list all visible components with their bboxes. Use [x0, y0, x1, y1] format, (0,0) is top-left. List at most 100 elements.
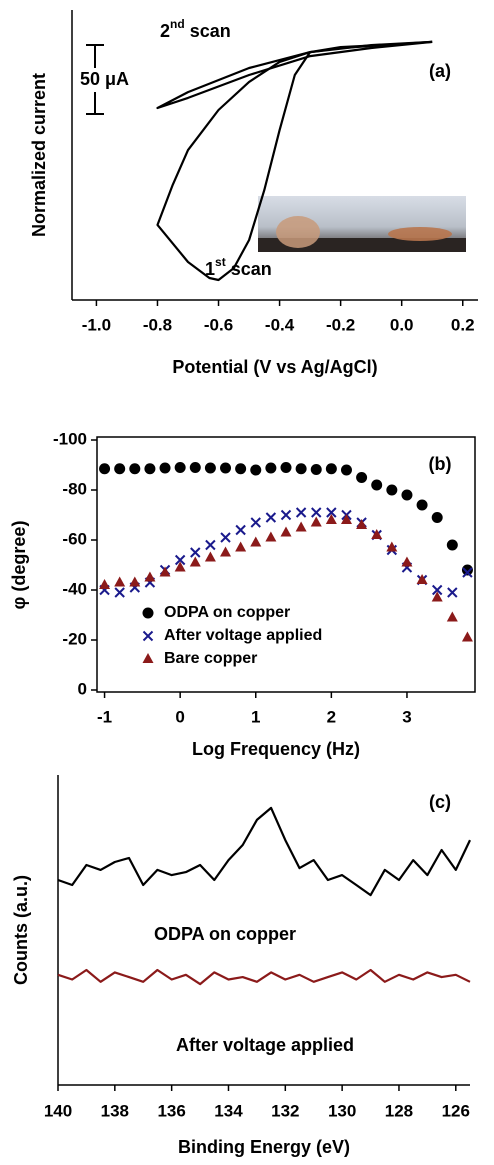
x-tick-label: 126 — [442, 1101, 470, 1120]
x-tick-label: 0.2 — [451, 315, 475, 334]
y-tick-label: -100 — [53, 429, 87, 448]
marker — [431, 591, 443, 602]
marker — [204, 462, 216, 474]
series-label-part: 2 — [160, 21, 170, 41]
marker — [310, 516, 322, 527]
marker — [144, 463, 156, 475]
marker — [325, 514, 337, 524]
legend-marker — [142, 607, 154, 619]
marker — [220, 462, 232, 474]
x-axis-label: Log Frequency (Hz) — [192, 739, 360, 759]
photo-copper — [388, 227, 452, 241]
x-tick-label: 132 — [271, 1101, 299, 1120]
marker — [174, 462, 186, 473]
marker — [190, 547, 201, 558]
y-tick-label: -20 — [62, 629, 87, 648]
series-label: 2nd scan — [160, 17, 231, 41]
marker — [205, 539, 216, 551]
marker — [326, 507, 337, 518]
x-tick-label: 130 — [328, 1101, 356, 1120]
marker — [99, 463, 111, 475]
x-tick-label: 138 — [101, 1101, 129, 1120]
legend-marker — [142, 630, 154, 642]
marker — [129, 576, 141, 587]
marker — [416, 499, 428, 511]
marker — [280, 509, 292, 521]
scale-bar — [86, 44, 104, 115]
marker — [295, 507, 307, 518]
series-label-part: scan — [185, 21, 231, 41]
marker — [386, 484, 398, 496]
x-tick-label: -0.8 — [143, 315, 172, 334]
x-tick-label: 0 — [175, 707, 184, 726]
marker — [401, 489, 413, 501]
marker — [99, 579, 111, 589]
series-line — [57, 968, 471, 986]
series-label: After voltage applied — [176, 1035, 354, 1055]
marker — [446, 611, 458, 622]
x-tick-label: 128 — [385, 1101, 413, 1120]
series-label: ODPA on copper — [154, 924, 296, 944]
marker — [447, 587, 458, 598]
marker — [220, 532, 231, 543]
x-tick-label: 0.0 — [390, 315, 414, 334]
legend-marker — [142, 653, 154, 663]
marker — [114, 587, 125, 598]
photo-droplet — [276, 216, 320, 248]
marker — [371, 479, 383, 491]
marker — [340, 464, 352, 476]
x-tick-label: -0.6 — [204, 315, 233, 334]
series-line — [156, 40, 433, 110]
inset-photo — [258, 196, 466, 252]
marker — [220, 546, 232, 557]
legend-label: ODPA on copper — [164, 604, 290, 621]
marker — [311, 507, 322, 518]
legend-label: After voltage applied — [164, 627, 322, 644]
x-axis-label: Potential (V vs Ag/AgCl) — [172, 357, 377, 377]
y-axis-label: φ (degree) — [9, 521, 29, 610]
marker — [250, 517, 261, 528]
marker — [371, 529, 383, 539]
marker — [129, 463, 141, 475]
marker — [356, 472, 368, 483]
marker — [250, 536, 262, 547]
marker — [250, 464, 262, 476]
marker — [159, 566, 171, 577]
x-tick-label: -0.4 — [265, 315, 295, 334]
y-tick-label: -80 — [62, 479, 87, 498]
series-label-part: nd — [170, 17, 185, 31]
series-label-part: scan — [226, 259, 272, 279]
marker — [295, 463, 307, 475]
marker — [235, 541, 247, 552]
marker — [295, 521, 307, 532]
annotation: 50 μA — [80, 69, 129, 89]
marker — [280, 462, 292, 473]
x-tick-label: -1 — [97, 707, 112, 726]
marker — [235, 524, 246, 536]
legend-label: Bare copper — [164, 650, 257, 667]
marker — [174, 561, 186, 572]
marker — [431, 512, 443, 523]
marker — [204, 551, 216, 562]
marker — [280, 526, 292, 537]
annotation: (b) — [429, 454, 452, 474]
y-axis-label: Normalized current — [29, 73, 49, 237]
y-tick-label: 0 — [78, 679, 87, 698]
marker — [114, 463, 126, 475]
y-tick-label: -60 — [62, 529, 87, 548]
series-label-part: 1 — [205, 259, 215, 279]
marker — [265, 512, 277, 523]
marker — [114, 576, 126, 587]
marker — [462, 567, 473, 578]
marker — [340, 514, 352, 524]
marker — [461, 631, 473, 642]
x-axis-label: Binding Energy (eV) — [178, 1137, 350, 1157]
marker — [189, 462, 201, 473]
marker — [446, 539, 458, 551]
y-axis-label: Counts (a.u.) — [11, 875, 31, 985]
x-tick-label: 3 — [402, 707, 411, 726]
annotation: (c) — [429, 792, 451, 812]
marker — [144, 571, 156, 582]
annotation: (a) — [429, 61, 451, 81]
